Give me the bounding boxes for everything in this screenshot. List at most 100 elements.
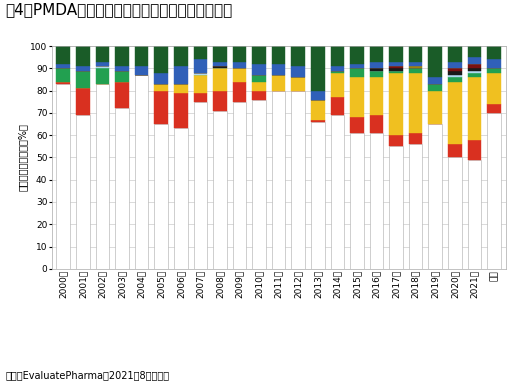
- Bar: [467, 73, 481, 77]
- Bar: [331, 46, 344, 66]
- Bar: [409, 62, 423, 66]
- Bar: [409, 68, 423, 73]
- Bar: [56, 82, 70, 84]
- Bar: [448, 144, 462, 157]
- Bar: [331, 71, 344, 73]
- Bar: [448, 62, 462, 68]
- Bar: [272, 64, 285, 75]
- Bar: [115, 66, 129, 71]
- Bar: [448, 68, 462, 71]
- Bar: [154, 84, 168, 91]
- Bar: [467, 160, 481, 269]
- Bar: [56, 84, 70, 269]
- Bar: [194, 75, 207, 93]
- Bar: [487, 68, 501, 73]
- Bar: [409, 144, 423, 269]
- Bar: [174, 93, 188, 129]
- Bar: [174, 46, 188, 66]
- Bar: [311, 91, 325, 99]
- Bar: [95, 84, 109, 269]
- Bar: [448, 157, 462, 269]
- Bar: [252, 64, 266, 75]
- Bar: [292, 46, 305, 66]
- Bar: [76, 115, 90, 269]
- Bar: [467, 71, 481, 73]
- Bar: [331, 115, 344, 269]
- Bar: [233, 46, 246, 62]
- Bar: [213, 111, 227, 269]
- Bar: [389, 46, 403, 62]
- Bar: [350, 64, 364, 68]
- Bar: [56, 46, 70, 64]
- Bar: [194, 46, 207, 60]
- Bar: [448, 82, 462, 144]
- Bar: [76, 66, 90, 71]
- Bar: [252, 91, 266, 99]
- Bar: [331, 73, 344, 97]
- Bar: [233, 102, 246, 269]
- Bar: [409, 73, 423, 133]
- Bar: [213, 91, 227, 111]
- Bar: [95, 62, 109, 66]
- Bar: [252, 46, 266, 64]
- Bar: [56, 64, 70, 68]
- Bar: [174, 66, 188, 84]
- Bar: [350, 77, 364, 118]
- Bar: [76, 88, 90, 115]
- Bar: [135, 46, 149, 66]
- Bar: [292, 66, 305, 77]
- Bar: [272, 91, 285, 269]
- Bar: [369, 46, 383, 62]
- Bar: [389, 71, 403, 73]
- Bar: [428, 124, 442, 269]
- Bar: [487, 73, 501, 104]
- Bar: [487, 113, 501, 269]
- Bar: [331, 66, 344, 71]
- Bar: [213, 62, 227, 66]
- Bar: [154, 73, 168, 84]
- Bar: [56, 68, 70, 82]
- Bar: [369, 133, 383, 269]
- Bar: [272, 75, 285, 91]
- Bar: [467, 46, 481, 57]
- Bar: [174, 84, 188, 93]
- Bar: [292, 91, 305, 269]
- Bar: [467, 57, 481, 64]
- Bar: [428, 46, 442, 77]
- Bar: [467, 68, 481, 71]
- Bar: [487, 104, 501, 113]
- Bar: [233, 82, 246, 102]
- Bar: [428, 91, 442, 124]
- Bar: [448, 77, 462, 82]
- Bar: [76, 71, 90, 88]
- Bar: [252, 82, 266, 91]
- Bar: [389, 68, 403, 71]
- Bar: [135, 75, 149, 269]
- Bar: [292, 77, 305, 91]
- Bar: [331, 97, 344, 115]
- Bar: [154, 46, 168, 73]
- Bar: [467, 77, 481, 140]
- Bar: [350, 68, 364, 77]
- Bar: [311, 46, 325, 91]
- Bar: [350, 133, 364, 269]
- Bar: [194, 93, 207, 102]
- Bar: [428, 77, 442, 84]
- Bar: [448, 75, 462, 77]
- Bar: [409, 46, 423, 62]
- Bar: [389, 66, 403, 68]
- Text: 図4　PMDA承認品目におけるモダリティ別占有率: 図4 PMDA承認品目におけるモダリティ別占有率: [5, 2, 232, 17]
- Bar: [389, 62, 403, 66]
- Bar: [213, 66, 227, 68]
- Bar: [115, 108, 129, 269]
- Bar: [428, 84, 442, 91]
- Text: 出所：EvaluatePharma（2021年8月時点）: 出所：EvaluatePharma（2021年8月時点）: [5, 370, 169, 380]
- Bar: [174, 129, 188, 269]
- Bar: [409, 133, 423, 144]
- Bar: [487, 46, 501, 60]
- Bar: [467, 64, 481, 68]
- Bar: [311, 122, 325, 269]
- Bar: [350, 118, 364, 133]
- Bar: [213, 46, 227, 62]
- Bar: [252, 99, 266, 269]
